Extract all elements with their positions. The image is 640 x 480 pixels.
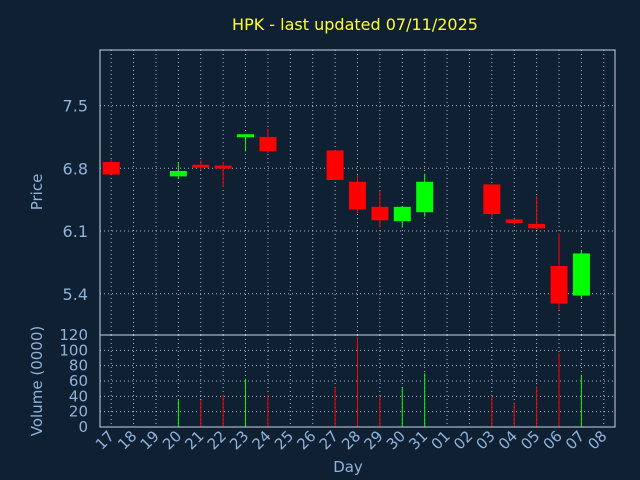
day-tick-labels: 1718192021222324252627282930310102030405…	[92, 427, 611, 453]
volume-tick-label: 60	[69, 372, 88, 390]
price-candles	[102, 128, 590, 310]
volume-axis-label: Volume (0000)	[28, 326, 46, 436]
volume-tick-label: 80	[69, 357, 88, 375]
candle-23	[237, 134, 255, 152]
candle-20	[169, 162, 187, 180]
candle-body	[214, 165, 232, 169]
price-tick-label: 6.8	[63, 159, 88, 178]
candle-body	[102, 162, 120, 175]
volume-panel-frame	[99, 334, 616, 428]
candle-30	[393, 205, 411, 228]
candle-06	[550, 233, 568, 310]
price-tick-label: 5.4	[63, 285, 88, 304]
candle-body	[237, 134, 255, 138]
price-tick-labels: 7.5 6.8 6.1 5.4	[63, 97, 88, 304]
candle-body	[572, 253, 590, 296]
candle-24	[259, 128, 277, 154]
volume-bars	[177, 337, 582, 427]
candle-body	[169, 170, 187, 177]
day-axis-label: Day	[333, 458, 363, 476]
candle-07	[572, 249, 590, 299]
candle-body	[259, 136, 277, 152]
volume-tick-label: 0	[78, 418, 88, 436]
candle-body	[393, 206, 411, 222]
volume-tick-label: 20	[69, 403, 88, 421]
candle-body	[371, 206, 389, 221]
candle-body	[416, 181, 434, 213]
candle-17	[102, 159, 120, 175]
candle-body	[528, 223, 546, 229]
candle-03	[483, 184, 501, 218]
candle-22	[214, 162, 232, 188]
candle-body	[505, 219, 523, 223]
volume-tick-label: 120	[59, 326, 88, 344]
candle-21	[192, 160, 210, 171]
chart-title: HPK - last updated 07/11/2025	[232, 15, 478, 34]
candle-05	[528, 196, 546, 230]
candle-04	[505, 218, 523, 225]
price-tick-label: 7.5	[63, 97, 88, 116]
candle-31	[416, 173, 434, 217]
volume-tick-label: 40	[69, 387, 88, 405]
day-tick-label: 08	[584, 427, 610, 453]
candle-body	[550, 265, 568, 304]
price-tick-label: 6.1	[63, 222, 88, 241]
candle-body	[483, 184, 501, 215]
price-axis-label: Price	[28, 174, 46, 211]
candle-28	[349, 175, 366, 214]
candle-27	[326, 150, 344, 180]
candle-body	[192, 164, 210, 168]
candle-body	[349, 181, 366, 210]
volume-tick-label: 100	[59, 341, 88, 359]
candle-body	[326, 150, 344, 180]
candle-29	[371, 190, 389, 228]
